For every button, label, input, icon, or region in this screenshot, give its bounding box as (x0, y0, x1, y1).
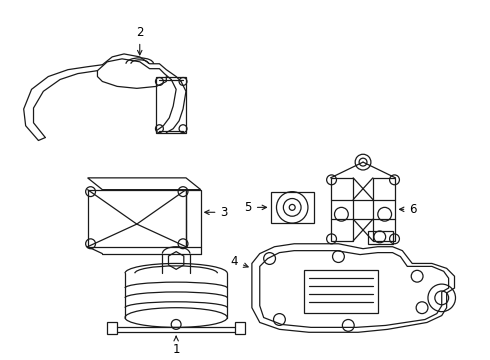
Text: 4: 4 (231, 255, 248, 268)
Text: 6: 6 (399, 203, 417, 216)
Text: 1: 1 (172, 336, 180, 356)
Text: 5: 5 (245, 201, 267, 214)
Text: 3: 3 (205, 206, 228, 219)
Text: 2: 2 (136, 26, 144, 55)
